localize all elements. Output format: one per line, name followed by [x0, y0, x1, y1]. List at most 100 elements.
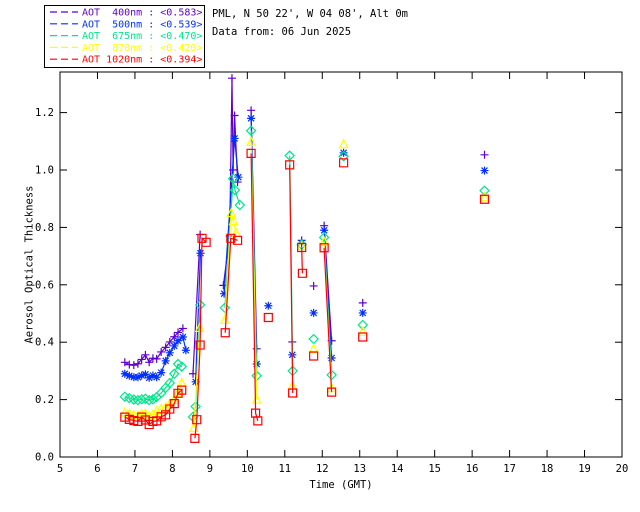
data-point-asterisk-500nm	[129, 373, 138, 382]
data-point-triangle-870nm	[338, 138, 349, 149]
data-point-triangle-870nm	[246, 136, 257, 146]
data-point-square-1020nm	[232, 235, 243, 245]
data-point-square-1020nm	[297, 268, 308, 278]
data-point-diamond-675nm	[245, 125, 257, 137]
y-axis-tick-label: 1.0	[35, 165, 54, 177]
data-point-diamond-675nm	[308, 333, 319, 345]
data-point-square-1020nm	[144, 419, 154, 430]
data-point-triangle-870nm	[319, 235, 330, 246]
data-point-asterisk-500nm	[234, 173, 243, 182]
data-point-asterisk-500nm	[191, 377, 200, 386]
data-point-asterisk-500nm	[320, 226, 329, 235]
data-point-diamond-675nm	[164, 377, 176, 389]
data-point-asterisk-500nm	[181, 346, 190, 355]
data-point-square-1020nm	[169, 399, 179, 409]
data-point-square-1020nm	[129, 415, 139, 426]
data-point-square-1020nm	[156, 412, 166, 422]
y-axis-tick-label: 1.2	[35, 107, 54, 119]
x-axis-tick-label: 11	[278, 463, 291, 475]
data-point-plus-400nm	[178, 324, 187, 333]
x-axis-tick-label: 5	[57, 463, 63, 475]
legend-entry-400nm: AOT 400nm : <0.583>	[82, 8, 202, 19]
x-axis-tick-label: 16	[466, 463, 479, 475]
y-axis-tick-label: 0.4	[35, 337, 54, 349]
data-point-square-1020nm	[197, 233, 207, 243]
data-point-plus-400nm	[230, 111, 239, 120]
series-870nm	[119, 136, 490, 433]
data-point-plus-400nm	[152, 354, 161, 363]
data-point-asterisk-500nm	[161, 356, 170, 365]
x-axis-label: Time (GMT)	[309, 479, 373, 491]
data-point-diamond-675nm	[194, 299, 206, 311]
data-point-square-1020nm	[327, 387, 337, 397]
data-point-square-1020nm	[339, 158, 349, 168]
data-point-asterisk-500nm	[339, 148, 348, 157]
data-point-asterisk-500nm	[148, 371, 157, 380]
y-axis-tick-label: 0.2	[35, 394, 54, 406]
x-axis-tick-label: 18	[541, 463, 554, 475]
data-point-square-1020nm	[173, 388, 183, 398]
station-title: PML, N 50 22', W 04 08', Alt 0m	[212, 8, 408, 20]
data-point-asterisk-500nm	[358, 308, 367, 317]
data-point-asterisk-500nm	[230, 134, 239, 143]
series-line-1020nm	[250, 153, 259, 421]
data-point-triangle-870nm	[219, 313, 230, 324]
data-point-diamond-675nm	[136, 393, 148, 405]
legend-entry-675nm: AOT 675nm : <0.470>	[82, 31, 202, 42]
data-point-square-1020nm	[319, 243, 329, 253]
data-point-square-1020nm	[161, 410, 171, 420]
data-point-asterisk-500nm	[327, 353, 336, 362]
series-675nm	[119, 125, 490, 423]
data-point-square-1020nm	[297, 242, 307, 253]
x-axis-tick-label: 9	[207, 463, 213, 475]
series-1020nm	[120, 148, 490, 443]
data-point-asterisk-500nm	[178, 333, 187, 342]
series-line-500nm	[195, 253, 202, 382]
data-point-square-1020nm	[479, 194, 490, 204]
data-point-square-1020nm	[120, 412, 130, 422]
x-axis-tick-label: 15	[428, 463, 441, 475]
data-point-square-1020nm	[246, 148, 256, 158]
data-point-asterisk-500nm	[220, 289, 229, 298]
x-axis-tick-label: 19	[578, 463, 591, 475]
data-point-asterisk-500nm	[141, 370, 150, 379]
data-point-plus-400nm	[227, 74, 236, 83]
data-point-asterisk-500nm	[170, 341, 179, 350]
data-point-triangle-870nm	[226, 207, 237, 218]
y-axis-label: Aerosol Optical Thickness	[23, 185, 36, 344]
x-axis-tick-label: 14	[391, 463, 404, 475]
data-point-square-1020nm	[358, 332, 368, 342]
x-axis-tick-label: 10	[241, 463, 254, 475]
data-point-triangle-870nm	[479, 191, 490, 202]
data-point-square-1020nm	[253, 416, 263, 426]
data-point-plus-400nm	[358, 298, 367, 307]
data-point-asterisk-500nm	[137, 371, 146, 380]
legend-entry-500nm: AOT 500nm : <0.539>	[82, 19, 202, 30]
data-point-plus-400nm	[129, 361, 138, 370]
data-point-square-1020nm	[288, 388, 298, 398]
x-axis-tick-label: 17	[503, 463, 516, 475]
data-point-square-1020nm	[285, 160, 295, 170]
data-point-asterisk-500nm	[309, 308, 318, 317]
data-point-triangle-870nm	[173, 387, 183, 398]
x-axis-tick-label: 7	[132, 463, 138, 475]
series-line-1020nm	[323, 247, 333, 393]
data-point-plus-400nm	[161, 343, 170, 352]
x-axis-tick-label: 6	[94, 463, 100, 475]
data-point-asterisk-500nm	[125, 371, 134, 380]
x-axis-tick-label: 8	[169, 463, 175, 475]
data-point-square-1020nm	[152, 416, 162, 426]
data-point-plus-400nm	[480, 150, 489, 159]
data-point-asterisk-500nm	[120, 369, 129, 378]
data-point-asterisk-500nm	[174, 336, 183, 345]
data-point-triangle-870nm	[251, 393, 262, 404]
legend-box	[44, 5, 205, 68]
data-point-plus-400nm	[137, 355, 146, 364]
data-point-plus-400nm	[165, 337, 174, 346]
data-point-square-1020nm	[133, 416, 143, 427]
legend-entry-1020nm: AOT 1020nm : <0.394>	[82, 55, 202, 66]
data-point-plus-400nm	[170, 332, 179, 341]
data-point-plus-400nm	[157, 347, 166, 356]
data-point-plus-400nm	[141, 350, 150, 359]
